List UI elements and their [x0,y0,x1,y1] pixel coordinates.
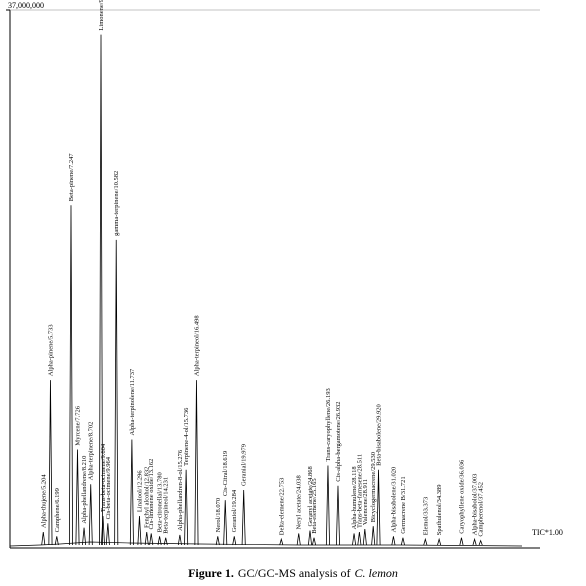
peak [75,449,80,546]
peak-label: Caryophyllene oxide/36.036 [458,459,465,534]
peak [215,536,220,546]
peak [54,536,59,546]
peak-label: Limonene/9.460 [98,0,105,31]
peak [144,531,149,546]
peak-label: gamma-terpinene/10.582 [113,171,120,236]
peak-label: Alpha-pinene/5.733 [47,324,54,376]
peak-label: Terpinene-4-ol/15.736 [183,407,190,466]
caption-prefix: Figure 1. [188,566,234,580]
peak [312,537,317,546]
peak-label: Elemol/33.373 [422,497,429,535]
peak [362,529,367,546]
peak [223,500,228,546]
peak [279,537,284,546]
peak-label: Geranyl acetate/24.868 [307,466,314,526]
peak-label: Alpha-bisabolene/31.020 [390,467,397,533]
peak [232,536,237,546]
peak-label: Trans-beta-ocimene/9.604 [100,443,107,512]
peak-label: Alpha-phellandrene/8.210 [81,456,88,524]
peak-label: Cis-Citral/18.619 [222,451,229,496]
caption-species: C. lemon [354,566,398,580]
peak-label: Spathulenol/34.389 [436,484,443,535]
baseline [9,541,523,547]
peak-label: Camphene/6.199 [54,488,61,532]
peak [82,527,87,546]
peak-label: Valencene/28.911 [362,479,369,525]
peak-label: Trans-caryophyllene/26.193 [325,388,332,461]
peak-label: Alpha-humulene/28.118 [351,466,358,529]
peak [88,484,93,546]
peak [357,531,362,546]
chart: TIC*1.00 37,000,000 Alpha-thujene/5.204 Al… [6,0,563,549]
peak-label: Alpha-phellandren-8-ol/15.276 [177,449,184,531]
peak [177,534,182,546]
peak-label: Beta-terpineol/14.231 [163,477,170,534]
peak-label: Nerol/18.070 [215,498,222,532]
peak [391,536,396,546]
peak [478,539,483,546]
peak-label: Alpha-thujene/5.204 [40,474,47,528]
peak-label: Cis-limonene oxide/13.162 [148,459,155,530]
peak [163,537,168,546]
peak [105,523,110,546]
peak [307,530,312,546]
y-tick-label: 37,000,000 [8,1,44,10]
caption-text: GC/GC-MS analysis of [237,566,351,580]
peak [149,533,154,546]
annotation: TIC*1.00 [532,528,563,537]
peak-label: Geraniol/19.284 [231,489,238,532]
peak [194,380,199,546]
peak-label: Linalool/12.296 [136,470,143,512]
peak-label: Alpha-terpinene/8.702 [88,422,95,481]
peak [459,537,464,546]
peak-label: Myrcene/7.726 [74,405,81,445]
peak [296,533,301,546]
peak [99,34,104,546]
peak [184,469,189,546]
peak [241,490,246,546]
peak [352,533,357,546]
peak [68,205,73,546]
peak [100,516,105,546]
peak [137,516,142,546]
peak-label: Alpha-bisabolol/37.003 [472,474,479,536]
peak [400,537,405,546]
peak [376,469,381,546]
peak [48,380,53,546]
peak [129,439,134,546]
peak-label: Delta-elemene/22.753 [278,478,285,536]
peak-label: Beta-elemene/25.165 [311,478,318,533]
peak [41,531,46,546]
peak-label: Trans-beta-farnesene/28.511 [356,454,363,528]
peak-label: Geranial/19.979 [241,444,248,486]
peak-label: Bicyclogermacrene/29.530 [370,452,377,522]
peak [371,526,376,546]
peak [335,485,340,546]
peak [157,536,162,546]
peak [114,239,119,546]
peak [472,537,477,546]
caption: Figure 1. GC/GC-MS analysis of C. lemon [0,566,586,581]
peak-label: Alpha-terpinolene/11.737 [129,368,136,435]
peak-label: Germacrene B/31.721 [400,476,407,533]
peak [437,537,442,546]
peak-label: Cis-beta-ocimene/9.964 [105,456,112,519]
peak-label: Beta-bisabolene/29.920 [376,404,383,466]
peak-label: Campherenol/37.452 [478,482,485,537]
peak-label: Neryl acetate/24.038 [296,475,303,529]
peak-label: Alpha-terpineol/16.498 [193,315,200,376]
peak [423,537,428,546]
peak-label: Fenchyl alcohol/12.832 [144,467,151,528]
peak-label: Beta-pinene/7.247 [68,153,75,202]
peak [325,465,330,546]
peak-label: Cis-alpha-bergamotene/26.932 [335,401,342,481]
peak-label: Beta-citronellal/13.780 [157,472,164,532]
